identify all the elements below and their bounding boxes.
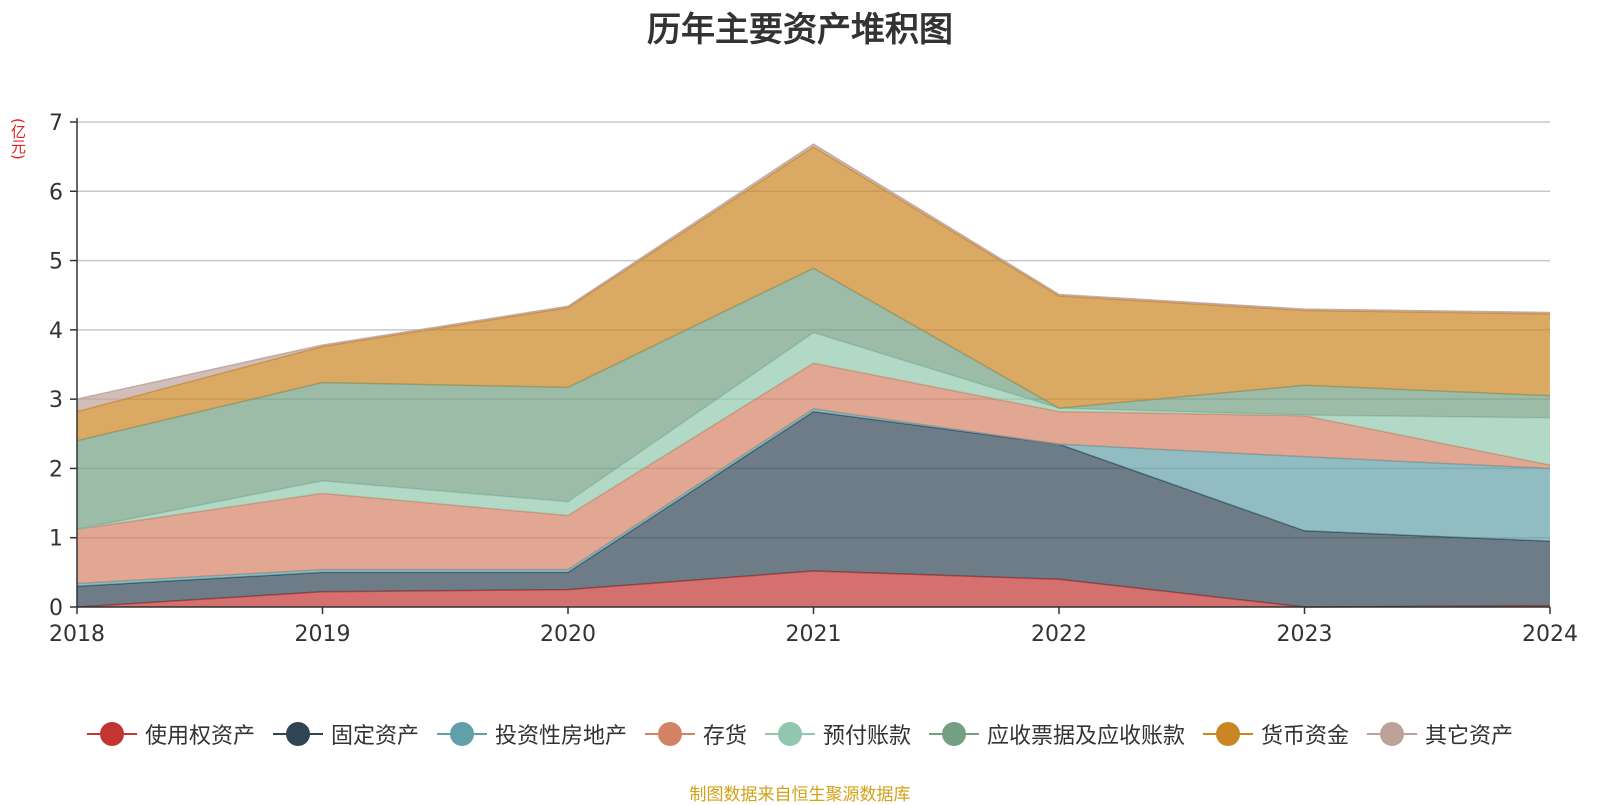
legend-item[interactable]: 应收票据及应收账款 — [929, 718, 1185, 750]
area-series-0 — [77, 570, 1550, 607]
legend-marker-icon — [929, 722, 980, 746]
y-tick-label: 7 — [49, 111, 63, 136]
x-tick-label: 2024 — [1522, 622, 1578, 647]
legend-label: 使用权资产 — [144, 724, 255, 749]
x-tick-label: 2019 — [295, 622, 351, 647]
area-series-6 — [77, 146, 1550, 441]
legend-label: 应收票据及应收账款 — [987, 724, 1186, 749]
legend-item[interactable]: 投资性房地产 — [436, 718, 627, 750]
area-layers — [76, 143, 1551, 608]
legend-marker-icon — [1367, 722, 1418, 746]
y-tick-label: 1 — [49, 527, 63, 552]
source-note: 制图数据来自恒生聚源数据库 — [689, 785, 911, 805]
y-tick-label: 6 — [49, 180, 63, 205]
legend-item[interactable]: 固定资产 — [272, 718, 419, 750]
legend-label: 预付账款 — [823, 724, 912, 749]
legend-label: 固定资产 — [330, 724, 419, 749]
x-tick-label: 2018 — [49, 622, 105, 647]
area-series-5 — [77, 268, 1550, 530]
legend-item[interactable]: 货币资金 — [1203, 718, 1349, 750]
y-tick-label: 3 — [49, 388, 63, 413]
area-series-1 — [77, 411, 1550, 607]
legend-label: 存货 — [702, 724, 747, 749]
axes: 0 1 2 3 4 5 6 7 2018 2019 2020 2021 2022 2023 2024 — [49, 111, 1578, 647]
legend-marker-icon — [1203, 722, 1254, 746]
legend-label: 投资性房地产 — [494, 724, 627, 749]
y-axis-unit: (亿元) — [9, 118, 27, 160]
legend-item[interactable]: 使用权资产 — [86, 718, 255, 750]
legend-item[interactable]: 存货 — [644, 718, 747, 750]
y-tick-label: 0 — [49, 596, 63, 621]
y-tick-label: 5 — [49, 250, 63, 275]
series-line-7 — [76, 143, 1551, 400]
y-tick-label: 4 — [49, 319, 63, 344]
chart-title: 历年主要资产堆积图 — [647, 10, 953, 50]
legend-label: 其它资产 — [1425, 724, 1514, 749]
area-series-3 — [77, 363, 1550, 584]
y-tick-label: 2 — [49, 457, 63, 482]
x-tick-label: 2022 — [1031, 622, 1087, 647]
x-tick-label: 2020 — [540, 622, 596, 647]
legend-marker-icon — [644, 722, 695, 746]
legend: 使用权资产 固定资产 投资性房地产 存货 预付账款 应收票据及应收账款 货币资金 其它资产 — [0, 718, 1600, 750]
legend-item[interactable]: 其它资产 — [1367, 718, 1513, 750]
legend-marker-icon — [765, 722, 815, 746]
area-series-2 — [77, 408, 1550, 587]
legend-label: 货币资金 — [1261, 724, 1350, 749]
legend-marker-icon — [86, 722, 137, 746]
x-tick-label: 2023 — [1277, 622, 1333, 647]
legend-marker-icon — [272, 722, 323, 746]
legend-item[interactable]: 预付账款 — [765, 718, 911, 750]
stacked-area-chart: 0 1 2 3 4 5 6 7 2018 2019 2020 2021 2022 2023 2024 — [49, 111, 1578, 647]
legend-marker-icon — [436, 722, 487, 746]
x-tick-label: 2021 — [786, 622, 842, 647]
